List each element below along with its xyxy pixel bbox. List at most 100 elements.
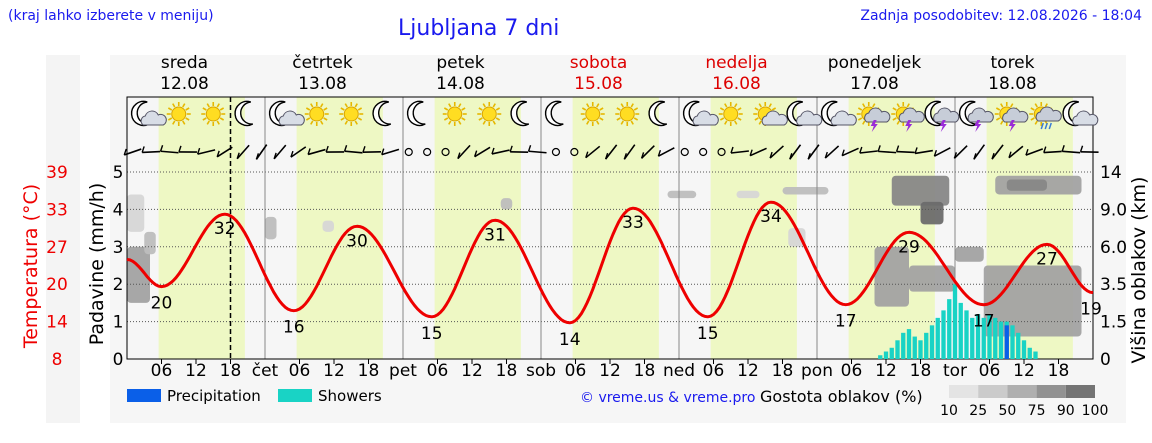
hour-tick-label: 18 <box>496 361 518 381</box>
precipitation-axis-label: Padavine (mm/h) <box>86 183 108 346</box>
hour-tick-label: 06 <box>979 361 1001 381</box>
wind-barb <box>343 144 363 154</box>
cloud-cover <box>127 175 1082 337</box>
sun-ray <box>482 120 486 125</box>
sun-ray <box>754 117 759 121</box>
sun-ray <box>495 107 501 111</box>
wind-feather <box>527 145 532 152</box>
hour-tick-label: 12 <box>323 361 345 381</box>
wind-shaft <box>841 147 859 157</box>
precipitation-legend-swatch <box>127 389 161 402</box>
showers-legend-label: Showers <box>318 387 382 405</box>
temperature-value-label: 29 <box>898 237 920 257</box>
sun-ray <box>995 107 1001 111</box>
calm-wind-mark <box>680 147 689 157</box>
showers-bar <box>901 332 906 359</box>
sun-ray <box>616 117 621 121</box>
temperature-value-label: 20 <box>151 294 173 314</box>
wind-shaft <box>1043 150 1062 154</box>
cloud-shape <box>1072 110 1099 126</box>
wind-barb <box>457 144 471 160</box>
cloud-height-tick: 9.0 <box>1100 200 1127 220</box>
sun-ray <box>172 120 176 125</box>
wind-barb <box>381 148 400 156</box>
rain-drop <box>1040 122 1044 130</box>
showers-bar <box>883 351 889 359</box>
sun-ray <box>599 107 604 111</box>
sun-ray <box>219 107 225 111</box>
wind-feather <box>824 151 828 159</box>
sun-ray <box>340 107 345 111</box>
cloud-density-scale: 10 25 50 75 90 100 <box>940 385 1108 419</box>
sun-ray <box>586 120 590 125</box>
precipitation-bar <box>1004 325 1009 359</box>
day-tick-label: pon <box>801 361 833 381</box>
sun-ray <box>1034 120 1038 125</box>
showers-bar <box>947 299 952 359</box>
cloud-shape <box>692 110 719 126</box>
sun-ray <box>340 117 345 121</box>
moon-crescent <box>544 100 564 127</box>
sun-ray <box>857 117 863 121</box>
cloud-density-swatch <box>978 385 1008 398</box>
wind-feather <box>307 148 311 155</box>
wind-shaft <box>255 144 268 160</box>
cloud-density-tick: 25 <box>969 403 987 419</box>
cloud-patch <box>955 246 984 262</box>
wind-barb <box>640 145 655 159</box>
wind-feather <box>585 151 589 158</box>
sun-ray <box>202 117 207 121</box>
sun-ray <box>633 107 639 111</box>
wind-barb <box>895 145 915 154</box>
wind-feather <box>343 144 348 152</box>
cloud-shape <box>796 110 823 126</box>
sun-ray <box>305 117 311 121</box>
cloud-density-tick: 10 <box>940 403 958 419</box>
cloud-density-tick: 75 <box>1028 403 1046 419</box>
sun-ray <box>633 117 639 121</box>
showers-bar <box>935 317 940 359</box>
credit-link[interactable]: © vreme.us & vreme.pro <box>580 390 755 406</box>
precipitation-legend-label: Precipitation <box>167 387 261 405</box>
cloud-height-axis-label: Višina oblakov (km) <box>1128 177 1150 364</box>
sun-ray <box>737 117 742 121</box>
daylight-band <box>710 97 797 359</box>
showers-bar <box>895 340 900 359</box>
last-updated: Zadnja posodobitev: 12.08.2026 - 18:04 <box>860 8 1142 24</box>
wind-feather <box>325 145 329 153</box>
calm-wind-mark <box>441 147 450 157</box>
page-title: Ljubljana 7 dni <box>398 16 560 41</box>
day-date: 12.08 <box>160 74 209 94</box>
sun-ray <box>172 103 176 108</box>
sun-icon <box>304 102 329 126</box>
moon-cloud-icon <box>130 100 167 127</box>
left-panel <box>46 55 80 423</box>
wind-barb <box>1043 146 1062 154</box>
daylight-band <box>296 97 383 359</box>
showers-bar <box>912 336 917 359</box>
wind-feather <box>769 151 773 159</box>
moon-cloud-icon <box>786 100 823 127</box>
sun-ray <box>310 103 314 108</box>
sun-icon <box>580 102 605 126</box>
cloud-shape <box>140 110 167 126</box>
sun-ray <box>182 103 186 108</box>
sun-thunder-icon <box>856 102 891 132</box>
showers-bar <box>878 355 883 359</box>
sun-ray <box>448 103 452 108</box>
wind-feather <box>290 150 294 158</box>
moon-cloud-icon <box>268 100 305 127</box>
moon-crescent <box>510 100 530 127</box>
sun-ray <box>344 103 348 108</box>
hour-tick-label: 06 <box>289 361 311 381</box>
lightning-bolt <box>905 120 913 132</box>
sun-ray <box>620 103 624 108</box>
calm-wind-mark <box>699 147 708 157</box>
sun-rain-icon <box>1029 102 1062 130</box>
cloud-density-swatch <box>949 385 979 398</box>
day-date: 16.08 <box>712 74 761 94</box>
sun-icon <box>339 102 364 126</box>
sun-disc <box>585 106 601 122</box>
wind-barb <box>717 147 726 157</box>
calm-wind-mark <box>423 147 432 157</box>
